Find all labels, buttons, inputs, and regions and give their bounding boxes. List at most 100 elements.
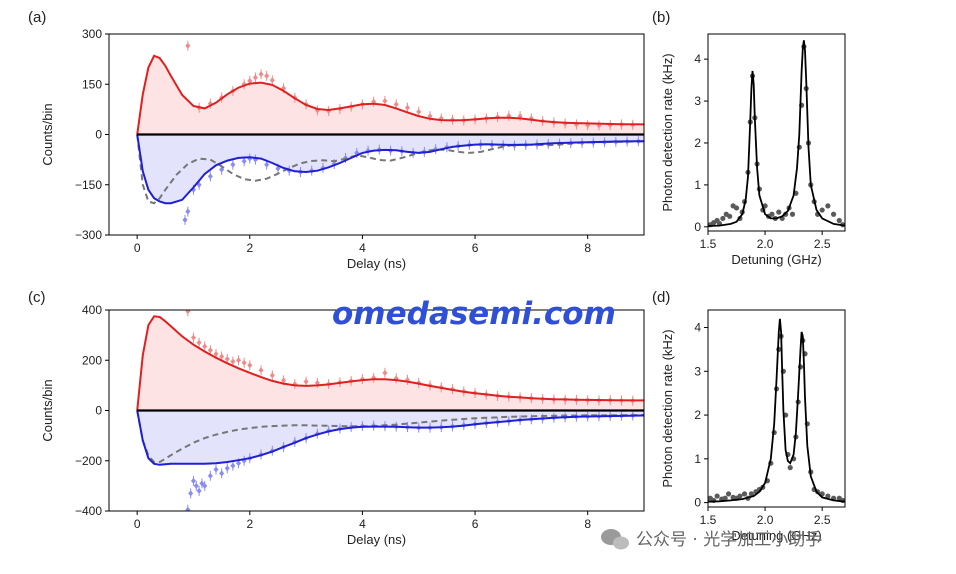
x-tick-label: 1.5 (700, 513, 717, 527)
panel-b-frame (707, 33, 846, 232)
data-negative-point (190, 477, 196, 484)
data-positive-point (393, 101, 399, 108)
data-negative-point (213, 466, 219, 473)
panel-d-frame (707, 309, 846, 508)
y-tick-label: 150 (82, 77, 102, 91)
data-point (720, 215, 726, 222)
data-point (741, 491, 748, 497)
panel-a-series (136, 40, 644, 225)
y-tick-label: 3 (694, 364, 701, 378)
panel-c-ylabel: Counts/bin (40, 379, 55, 441)
panel-c-xlabel: Delay (ns) (347, 532, 406, 547)
y-tick-label: 400 (82, 303, 102, 317)
data-positive-point (416, 108, 422, 115)
data-positive-point (219, 353, 225, 360)
panel-a-ylabel: Counts/bin (40, 103, 55, 165)
data-positive-point (303, 378, 309, 385)
data-positive-point (382, 98, 388, 104)
data-point (714, 493, 720, 499)
panel-a: (a) 0 2 4 6 8 −300 −150 0 150 300 Delay (ns) Coun… (28, 9, 645, 271)
x-tick-label: 0 (134, 517, 141, 531)
data-point (776, 209, 782, 215)
y-tick-label: −150 (75, 178, 102, 192)
x-tick-label: 2.5 (814, 513, 831, 527)
panel-b-xlabel: Detuning (GHz) (731, 252, 821, 267)
x-tick-label: 4 (359, 517, 366, 531)
panel-d-series (708, 318, 845, 504)
data-negative-point (207, 472, 213, 479)
data-point (830, 211, 837, 217)
x-tick-label: 0 (134, 241, 141, 255)
data-point (819, 207, 825, 213)
fit-line (708, 318, 845, 503)
y-tick-label: 300 (82, 27, 102, 41)
data-positive-point (241, 359, 247, 366)
y-tick-label: 200 (82, 353, 102, 367)
x-tick-label: 8 (584, 517, 591, 531)
fit-negative-line (136, 134, 644, 205)
data-point (836, 217, 842, 224)
panel-b: (b) 1.5 2.0 2.5 0 1 2 3 4 Detuning (GHz) Photon… (652, 9, 846, 267)
y-tick-label: −300 (75, 228, 102, 242)
data-negative-point (264, 161, 270, 168)
data-negative-point (182, 216, 188, 223)
y-tick-label: 0 (95, 128, 102, 142)
data-positive-point (247, 362, 253, 369)
x-tick-label: 2.5 (814, 237, 831, 251)
data-positive-point (404, 104, 410, 111)
data-negative-point (188, 490, 194, 497)
panel-c-series (136, 310, 644, 511)
data-negative-point (185, 506, 191, 511)
data-point (825, 203, 831, 209)
x-tick-label: 2 (246, 241, 253, 255)
data-positive-point (207, 347, 213, 354)
y-tick-label: 2 (694, 408, 701, 422)
data-positive-point (258, 367, 264, 374)
data-positive-point (269, 372, 275, 379)
fit-positive-area (137, 55, 644, 135)
data-positive-point (247, 77, 253, 84)
data-positive-point (196, 339, 202, 346)
y-tick-label: 1 (694, 178, 701, 192)
y-tick-label: −400 (75, 504, 102, 518)
panel-c: (c) 0 2 4 6 8 −400 −200 0 200 400 Delay (ns) Coun… (28, 289, 645, 547)
fit-line (708, 40, 845, 227)
data-positive-point (185, 42, 191, 49)
fit-positive-area (137, 316, 644, 411)
data-negative-point (219, 470, 225, 477)
data-point (737, 493, 743, 499)
panel-a-ticks: 0 2 4 6 8 −300 −150 0 150 300 (75, 27, 591, 255)
x-tick-label: 8 (584, 241, 591, 255)
panel-b-ylabel: Photon detection rate (kHz) (660, 53, 675, 211)
data-positive-point (185, 310, 191, 315)
data-point (733, 205, 740, 211)
x-tick-label: 2.0 (757, 237, 774, 251)
watermark-brand: omedasemi.com (332, 296, 616, 332)
data-positive-point (264, 72, 270, 79)
data-point (725, 491, 732, 497)
panel-b-series (708, 40, 845, 228)
data-negative-point (236, 460, 242, 467)
panel-d-label: (d) (652, 289, 670, 306)
data-positive-point (258, 71, 264, 78)
x-tick-label: 4 (359, 241, 366, 255)
fit-positive-line (136, 54, 644, 135)
data-positive-point (224, 355, 230, 362)
data-negative-point (196, 487, 202, 494)
data-negative-point (230, 161, 236, 168)
x-tick-label: 1.5 (700, 237, 717, 251)
wechat-icon (601, 529, 629, 550)
y-tick-label: 4 (694, 321, 701, 335)
data-negative-point (207, 173, 213, 180)
data-negative-point (202, 482, 208, 489)
x-tick-label: 6 (472, 241, 479, 255)
fit-negative-line (136, 410, 644, 466)
data-negative-point (185, 208, 191, 215)
panel-d-xlabel: Detuning (GHz) (731, 528, 821, 543)
panel-b-ticks: 1.5 2.0 2.5 0 1 2 3 4 (694, 52, 831, 251)
data-point (722, 495, 728, 501)
watermark-account: 公众号 · 光学加工小助手 (636, 530, 822, 550)
data-point (789, 211, 796, 217)
fit-negative-area (137, 134, 644, 204)
